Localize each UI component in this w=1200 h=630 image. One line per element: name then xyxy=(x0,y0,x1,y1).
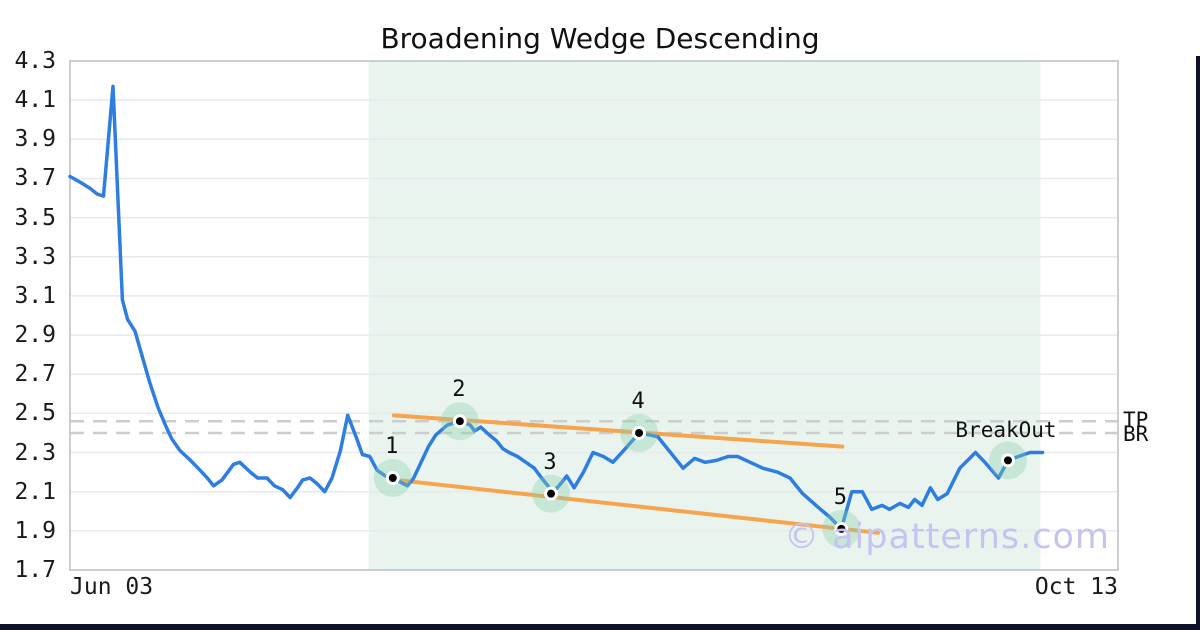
y-axis-tick-label: 3.7 xyxy=(14,165,56,192)
pattern-point-label: 3 xyxy=(543,449,557,475)
marker-dot xyxy=(834,521,849,536)
take-profit-level-label: TP xyxy=(1123,408,1149,432)
marker-dot xyxy=(452,414,467,429)
marker-dot xyxy=(1000,453,1015,468)
pattern-point-label: 2 xyxy=(452,377,466,403)
y-axis-tick-label: 2.9 xyxy=(14,322,56,349)
y-axis-tick-label: 3.3 xyxy=(14,243,56,270)
y-axis-tick-label: 3.5 xyxy=(14,204,56,231)
lower-support-trendline xyxy=(393,477,881,535)
y-axis-tick-label: 4.3 xyxy=(14,48,56,74)
watermark: © aipatterns.com xyxy=(783,517,1110,557)
pattern-region xyxy=(368,61,1041,570)
frame-footer-bar xyxy=(0,624,1200,630)
y-axis-tick-label: 2.7 xyxy=(14,361,56,388)
y-axis-tick-label: 3.9 xyxy=(14,126,56,153)
y-axis-tick-label: 1.9 xyxy=(14,517,56,544)
x-axis-label-start: Jun 03 xyxy=(70,574,154,600)
marker-dot xyxy=(544,486,559,501)
pattern-point-label: 5 xyxy=(833,484,847,510)
chart-title: Broadening Wedge Descending xyxy=(380,22,820,55)
y-axis-tick-label: 4.1 xyxy=(14,87,56,114)
breakout-level-label: BR xyxy=(1123,422,1149,446)
plot-border xyxy=(69,60,1119,571)
marker-dot xyxy=(632,425,647,440)
pattern-point-label: 1 xyxy=(385,433,399,459)
breakout-annotation: BreakOut xyxy=(955,418,1057,442)
x-axis-label-end: Oct 13 xyxy=(1034,574,1118,600)
frame-right-edge xyxy=(1196,56,1200,630)
y-axis-tick-label: 2.3 xyxy=(14,439,56,466)
y-axis-tick-label: 2.5 xyxy=(14,400,56,427)
price-line xyxy=(68,84,1045,531)
y-axis-tick-label: 3.1 xyxy=(14,282,56,309)
marker-dot xyxy=(385,470,400,485)
y-axis-tick-label: 1.7 xyxy=(14,557,56,583)
y-axis-tick-label: 2.1 xyxy=(14,478,56,505)
upper-resistance-trendline xyxy=(391,413,845,449)
pattern-point-label: 4 xyxy=(631,388,645,414)
